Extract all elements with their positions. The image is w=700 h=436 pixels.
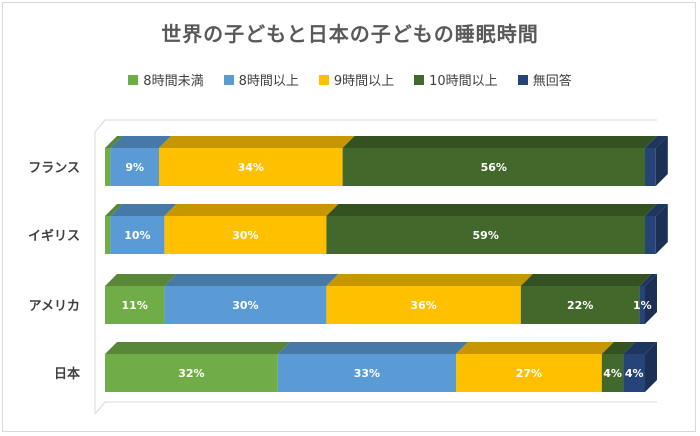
legend-swatch [414,74,425,85]
bar-side-face [645,342,657,392]
category-label: フランス [28,161,80,176]
legend-swatch [318,74,329,85]
bar-top-face [159,136,355,148]
legend-label: 10時間以上 [429,74,498,89]
legend-label: 8時間未満 [143,74,204,89]
data-label: 27% [516,367,542,380]
bar-top-face [645,136,668,148]
data-label: 9% [125,161,144,174]
bar-top-face [326,204,657,216]
chart-title: 世界の子どもと日本の子どもの睡眠時間 [161,22,539,46]
legend-label: 無回答 [532,74,572,89]
bar-top-face [520,274,652,286]
bar-segment [105,354,278,392]
data-label: 34% [238,161,264,174]
bar-top-face [601,342,636,354]
data-label: 33% [354,367,380,380]
bar-top-face [326,274,533,286]
data-label: 30% [232,229,258,242]
data-label: 4% [625,367,644,380]
data-label: 56% [481,161,507,174]
bar-top-face [110,136,171,148]
bar-segment [326,286,521,324]
bar-segment [164,286,327,324]
bar-segment [645,148,656,186]
data-label: 4% [603,367,622,380]
data-label: 22% [567,299,593,312]
bar-segment [105,148,111,186]
bar-segment [342,148,645,186]
bar-top-face [105,136,123,148]
bar-segment [159,148,343,186]
bar-segment [623,354,645,392]
bar-side-face [645,274,657,324]
bar-side-face [655,204,668,254]
legend-swatch [517,74,528,85]
floor-line [94,401,657,415]
bar-segment [639,286,645,324]
data-label: 59% [473,229,499,242]
legend-item: 8時間以上 [223,70,299,89]
legend-item: 9時間以上 [318,70,395,89]
bar-segment [105,216,111,254]
bar-segment [110,148,159,186]
data-label: 30% [232,299,258,312]
bar-segment [645,216,656,254]
data-label: 10% [124,229,150,242]
legend-item: 8時間未満 [128,70,204,89]
bar-segment [105,286,165,324]
bar-top-face [105,204,123,216]
data-label: 32% [178,367,204,380]
bar-top-face [105,274,177,286]
bar-side-face [655,136,668,186]
bar-top-face [164,204,339,216]
bar-segment [456,354,602,392]
legend-label: 9時間以上 [333,74,395,89]
bar-top-face [639,274,657,286]
category-label: イギリス [28,228,80,244]
bar-segment [601,354,624,392]
data-label: 1% [633,299,652,312]
bar-segment [520,286,640,324]
bar-segment [110,216,165,254]
legend-item: 無回答 [517,70,572,89]
data-label: 11% [122,299,148,312]
legend: 8時間未満 8時間以上 9時間以上 10時間以上 無回答 [0,70,700,89]
bar-top-face [456,342,614,354]
bar-segment [164,216,327,254]
bar-top-face [164,274,339,286]
category-label: 日本 [54,366,80,382]
bar-segment [277,354,456,392]
legend-item: 10時間以上 [414,70,498,89]
bar-top-face [277,342,468,354]
legend-swatch [128,74,139,85]
legend-label: 8時間以上 [238,74,299,89]
back-wall-line [94,119,657,133]
bar-top-face [645,204,668,216]
bar-top-face [623,342,657,354]
bar-top-face [342,136,657,148]
category-label: アメリカ [29,299,80,314]
bar-segment [326,216,645,254]
bar-top-face [105,342,290,354]
data-label: 36% [410,299,436,312]
bar-top-face [110,204,177,216]
legend-swatch [223,74,234,85]
